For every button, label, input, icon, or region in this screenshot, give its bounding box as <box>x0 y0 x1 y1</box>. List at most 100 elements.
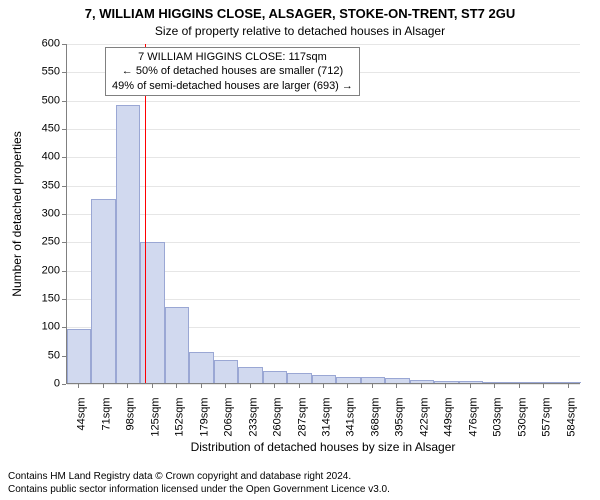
x-tick-mark <box>372 384 373 388</box>
gridline-horizontal <box>67 129 580 130</box>
x-tick-mark <box>274 384 275 388</box>
y-tick-mark <box>62 327 66 328</box>
histogram-bar <box>336 377 360 383</box>
histogram-bar <box>140 242 164 383</box>
gridline-horizontal <box>67 186 580 187</box>
x-tick-mark <box>347 384 348 388</box>
histogram-bar <box>532 382 556 383</box>
y-tick-label: 550 <box>32 67 60 78</box>
x-tick-mark <box>470 384 471 388</box>
x-tick-mark <box>323 384 324 388</box>
x-tick-mark <box>299 384 300 388</box>
x-tick-label: 341sqm <box>346 398 357 437</box>
y-tick-mark <box>62 214 66 215</box>
histogram-bar <box>91 199 115 383</box>
histogram-bar <box>459 381 483 383</box>
histogram-bar <box>287 373 311 383</box>
y-tick-mark <box>62 44 66 45</box>
x-tick-label: 179sqm <box>199 398 210 437</box>
y-tick-label: 500 <box>32 95 60 106</box>
histogram-bar <box>165 307 189 384</box>
footer-line: Contains public sector information licen… <box>8 484 390 497</box>
x-tick-mark <box>568 384 569 388</box>
annotation-line: 49% of semi-detached houses are larger (… <box>112 79 353 93</box>
y-tick-mark <box>62 242 66 243</box>
y-tick-label: 0 <box>32 379 60 390</box>
x-tick-label: 422sqm <box>419 398 430 437</box>
x-tick-mark <box>152 384 153 388</box>
x-tick-label: 395sqm <box>395 398 406 437</box>
y-tick-mark <box>62 129 66 130</box>
histogram-bar <box>434 381 458 383</box>
x-tick-mark <box>543 384 544 388</box>
x-tick-label: 557sqm <box>542 398 553 437</box>
footer-attribution: Contains HM Land Registry data © Crown c… <box>8 471 390 496</box>
x-tick-label: 98sqm <box>126 398 137 431</box>
y-tick-label: 100 <box>32 322 60 333</box>
y-tick-label: 50 <box>32 350 60 361</box>
x-tick-label: 584sqm <box>566 398 577 437</box>
gridline-horizontal <box>67 157 580 158</box>
histogram-bar <box>116 105 140 383</box>
x-tick-label: 476sqm <box>468 398 479 437</box>
x-tick-mark <box>103 384 104 388</box>
histogram-bar <box>557 382 581 383</box>
y-tick-label: 250 <box>32 237 60 248</box>
x-axis-label: Distribution of detached houses by size … <box>66 440 580 454</box>
x-tick-label: 125sqm <box>150 398 161 437</box>
gridline-horizontal <box>67 214 580 215</box>
x-tick-mark <box>78 384 79 388</box>
histogram-bar <box>312 375 336 384</box>
x-tick-label: 503sqm <box>493 398 504 437</box>
x-tick-mark <box>127 384 128 388</box>
x-tick-label: 449sqm <box>444 398 455 437</box>
x-tick-label: 260sqm <box>273 398 284 437</box>
histogram-bar <box>483 382 507 383</box>
histogram-bar <box>508 382 532 383</box>
histogram-bar <box>214 360 238 383</box>
x-tick-label: 206sqm <box>224 398 235 437</box>
y-tick-label: 150 <box>32 294 60 305</box>
y-tick-label: 450 <box>32 124 60 135</box>
y-axis-label: Number of detached properties <box>10 131 24 296</box>
x-tick-label: 314sqm <box>322 398 333 437</box>
y-tick-mark <box>62 101 66 102</box>
y-tick-mark <box>62 356 66 357</box>
histogram-bar <box>67 329 91 383</box>
x-tick-mark <box>445 384 446 388</box>
figure: 7, WILLIAM HIGGINS CLOSE, ALSAGER, STOKE… <box>0 0 600 500</box>
annotation-line: 7 WILLIAM HIGGINS CLOSE: 117sqm <box>112 50 353 64</box>
y-tick-mark <box>62 72 66 73</box>
y-tick-label: 200 <box>32 265 60 276</box>
y-tick-mark <box>62 186 66 187</box>
y-tick-label: 600 <box>32 39 60 50</box>
annotation-box: 7 WILLIAM HIGGINS CLOSE: 117sqm ← 50% of… <box>105 47 360 96</box>
gridline-horizontal <box>67 44 580 45</box>
histogram-bar <box>238 367 262 383</box>
x-tick-mark <box>396 384 397 388</box>
x-tick-mark <box>494 384 495 388</box>
chart-title-line1: 7, WILLIAM HIGGINS CLOSE, ALSAGER, STOKE… <box>0 6 600 21</box>
y-tick-label: 400 <box>32 152 60 163</box>
x-tick-label: 233sqm <box>248 398 259 437</box>
x-tick-mark <box>519 384 520 388</box>
y-tick-label: 350 <box>32 180 60 191</box>
x-tick-label: 530sqm <box>517 398 528 437</box>
chart-title-line2: Size of property relative to detached ho… <box>0 24 600 38</box>
y-tick-mark <box>62 384 66 385</box>
x-tick-label: 44sqm <box>77 398 88 431</box>
x-tick-label: 368sqm <box>370 398 381 437</box>
y-tick-mark <box>62 299 66 300</box>
annotation-line: ← 50% of detached houses are smaller (71… <box>112 64 353 78</box>
x-tick-label: 71sqm <box>101 398 112 431</box>
histogram-bar <box>189 352 213 383</box>
histogram-bar <box>361 377 385 383</box>
x-tick-label: 152sqm <box>175 398 186 437</box>
footer-line: Contains HM Land Registry data © Crown c… <box>8 471 390 484</box>
y-tick-label: 300 <box>32 209 60 220</box>
x-tick-label: 287sqm <box>297 398 308 437</box>
histogram-bar <box>385 378 409 383</box>
x-tick-mark <box>225 384 226 388</box>
x-tick-mark <box>421 384 422 388</box>
histogram-bar <box>410 380 434 383</box>
